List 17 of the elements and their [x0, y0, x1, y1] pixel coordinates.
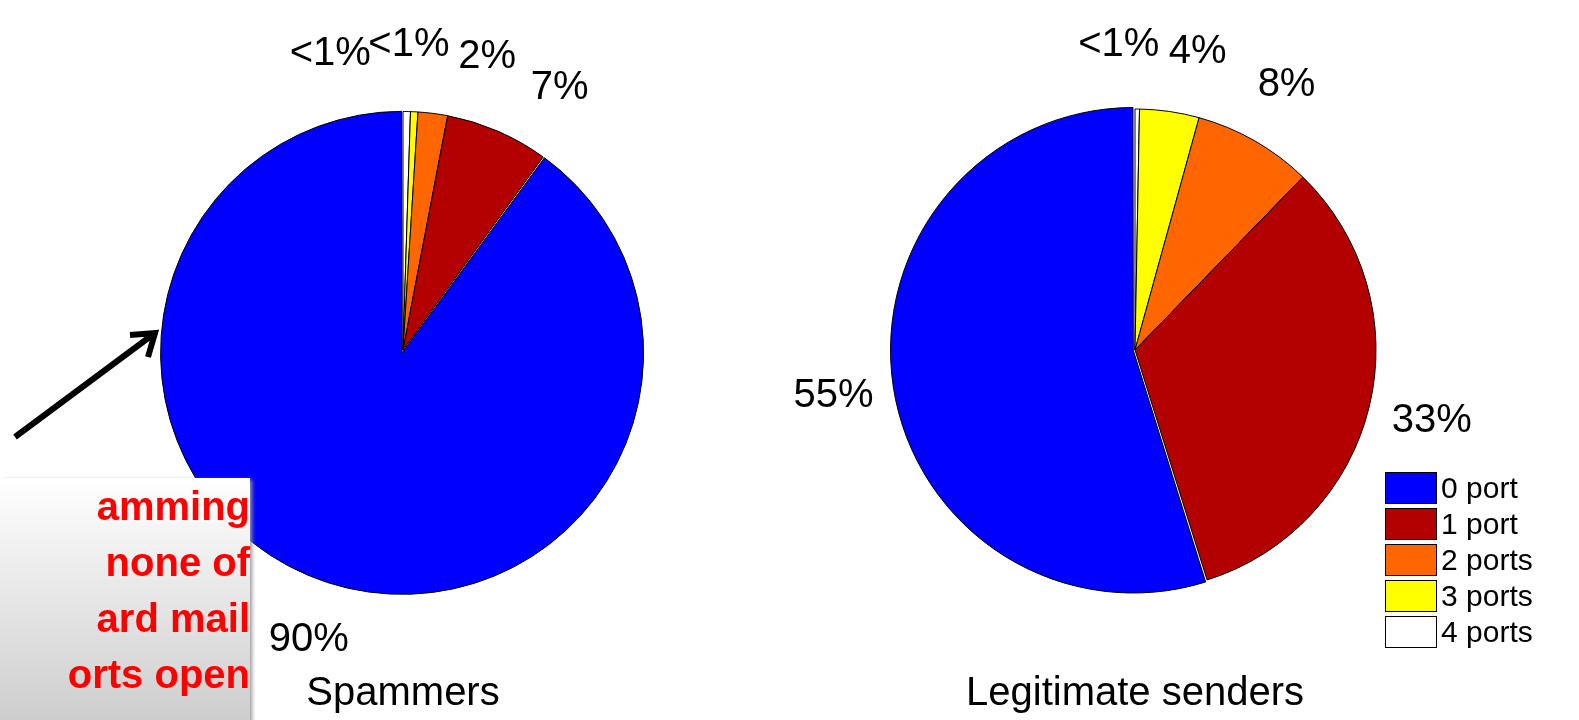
text: amming none of ard mail orts open: [0, 478, 250, 720]
data-label: 8%: [1257, 60, 1316, 105]
data-label: 4%: [1168, 26, 1227, 71]
data-label: 7%: [530, 63, 589, 108]
legend-label: 2 ports: [1441, 542, 1533, 578]
data-label: 55%: [793, 371, 874, 416]
data-label: 90%: [268, 615, 349, 660]
legend-label: 1 port: [1441, 506, 1518, 542]
data-label: 2%: [458, 31, 516, 76]
data-label: <1%: [289, 28, 371, 73]
data-label: 33%: [1391, 395, 1472, 440]
data-label: <1%: [1078, 20, 1160, 65]
text: Legitimate senders: [966, 669, 1304, 713]
legend-label: 0 port: [1441, 470, 1518, 506]
legend-label: 3 ports: [1441, 578, 1533, 614]
text: Spammers: [306, 669, 500, 713]
legend-label: 4 ports: [1441, 614, 1533, 650]
